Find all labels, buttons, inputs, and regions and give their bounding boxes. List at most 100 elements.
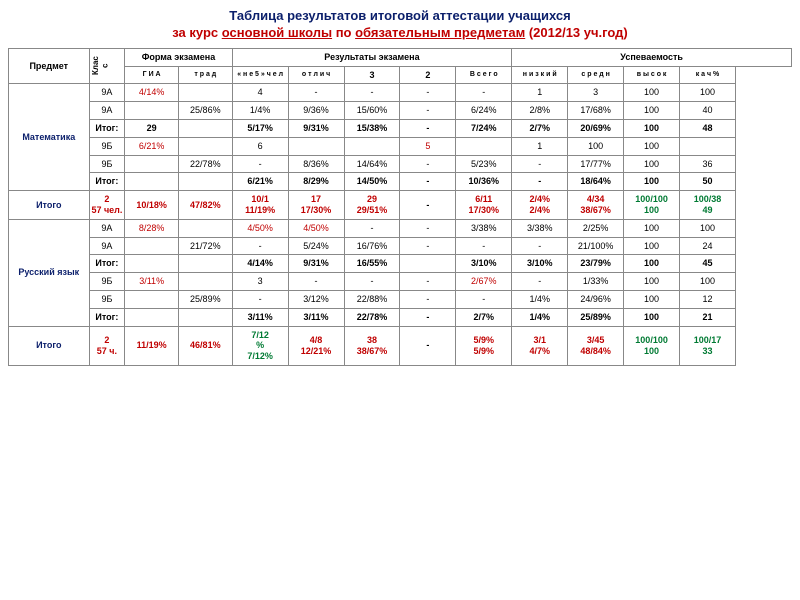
table-cell: 2/4% 2/4% <box>512 191 568 220</box>
hdr-sub4: о т л и ч <box>288 66 344 84</box>
table-cell: 100 <box>624 137 680 155</box>
table-cell: 9Б <box>89 273 125 291</box>
table-cell: 5/24% <box>288 237 344 255</box>
table-cell: 6 <box>232 137 288 155</box>
hdr-sub8: н и з к и й <box>512 66 568 84</box>
table-cell <box>178 273 232 291</box>
table-header: Предмет Класс Форма экзамена Результаты … <box>9 48 792 84</box>
table-cell: 25/89% <box>568 308 624 326</box>
table-cell: - <box>400 191 456 220</box>
table-cell: 17/68% <box>568 102 624 120</box>
table-cell: - <box>512 237 568 255</box>
hdr-sub3: « н е 5 » ч е л <box>232 66 288 84</box>
table-cell: - <box>512 273 568 291</box>
table-cell: - <box>232 155 288 173</box>
table-cell: 6/11 17/30% <box>456 191 512 220</box>
table-cell: 25/86% <box>178 102 232 120</box>
table-cell: 29 29/51% <box>344 191 400 220</box>
table-cell: 5 <box>400 137 456 155</box>
table-cell <box>400 255 456 273</box>
table-cell: 9А <box>89 102 125 120</box>
table-cell: - <box>232 290 288 308</box>
table-row: 9Б25/89%-3/12%22/88%--1/4%24/96%10012 <box>9 290 792 308</box>
table-cell: Итог: <box>89 173 125 191</box>
table-cell: 22/78% <box>344 308 400 326</box>
table-cell: 24/96% <box>568 290 624 308</box>
table-cell: 2 57 чел. <box>89 191 125 220</box>
hdr-sub2: т р а д <box>178 66 232 84</box>
hdr-sub5: 3 <box>344 66 400 84</box>
table-cell: 15/38% <box>344 119 400 137</box>
hdr-results: Результаты экзамена <box>232 48 512 66</box>
table-cell <box>344 137 400 155</box>
table-cell: 4 <box>232 84 288 102</box>
table-cell: 3/10% <box>456 255 512 273</box>
table-cell: 3 <box>232 273 288 291</box>
table-cell: - <box>512 155 568 173</box>
table-cell: 100 <box>624 255 680 273</box>
table-row: Итог:3/11%3/11%22/78%-2/7%1/4%25/89%1002… <box>9 308 792 326</box>
table-cell: 4/14% <box>125 84 179 102</box>
table-cell: 100 <box>680 84 736 102</box>
table-cell: 100 <box>624 219 680 237</box>
table-cell: 6/21% <box>125 137 179 155</box>
table-cell <box>178 119 232 137</box>
table-cell: 40 <box>680 102 736 120</box>
table-cell: 8/28% <box>125 219 179 237</box>
table-cell: Итог: <box>89 308 125 326</box>
table-cell: - <box>400 326 456 365</box>
table-cell: 100/100 100 <box>624 191 680 220</box>
table-cell: - <box>400 273 456 291</box>
table-cell: 4/8 12/21% <box>288 326 344 365</box>
subject-cell: Русский язык <box>9 219 90 326</box>
hdr-sub11: к а ч % <box>680 66 736 84</box>
table-row: Итог:6/21%8/29%14/50%-10/36%-18/64%10050 <box>9 173 792 191</box>
table-cell: 5/23% <box>456 155 512 173</box>
table-cell: 100/100 100 <box>624 326 680 365</box>
page-title: Таблица результатов итоговой аттестации … <box>8 8 792 42</box>
table-cell: 36 <box>680 155 736 173</box>
table-cell: 10/18% <box>125 191 179 220</box>
results-table: Предмет Класс Форма экзамена Результаты … <box>8 48 792 366</box>
table-cell: 100 <box>624 290 680 308</box>
table-cell: 100 <box>624 155 680 173</box>
table-cell: - <box>288 84 344 102</box>
table-cell: 21/72% <box>178 237 232 255</box>
table-cell: 3/1 4/7% <box>512 326 568 365</box>
table-cell: 6/21% <box>232 173 288 191</box>
table-cell: - <box>400 173 456 191</box>
table-cell: 1/4% <box>512 308 568 326</box>
table-cell: 2 57 ч. <box>89 326 125 365</box>
table-cell: 8/36% <box>288 155 344 173</box>
table-cell: 1 <box>512 137 568 155</box>
table-cell: 7/12 % 7/12% <box>232 326 288 365</box>
table-cell: 6/24% <box>456 102 512 120</box>
table-body: Математика9А4/14%4----131001009А25/86%1/… <box>9 84 792 366</box>
table-cell: - <box>400 102 456 120</box>
table-cell: 21/100% <box>568 237 624 255</box>
grand-total-row: Итого2 57 ч.11/19%46/81%7/12 % 7/12%4/8 … <box>9 326 792 365</box>
table-cell: - <box>400 237 456 255</box>
grand-total-row: Итого2 57 чел.10/18%47/82%10/1 11/19%17 … <box>9 191 792 220</box>
table-row: 9Б22/78%-8/36%14/64%-5/23%-17/77%10036 <box>9 155 792 173</box>
table-cell: 4/14% <box>232 255 288 273</box>
table-cell: 4/34 38/67% <box>568 191 624 220</box>
table-cell: - <box>512 173 568 191</box>
table-cell: - <box>400 84 456 102</box>
table-cell: 1/4% <box>512 290 568 308</box>
table-cell: 100 <box>624 119 680 137</box>
table-cell: - <box>456 290 512 308</box>
table-cell: 3/38% <box>456 219 512 237</box>
table-cell: - <box>344 219 400 237</box>
hdr-sub10: в ы с о к <box>624 66 680 84</box>
table-cell <box>178 219 232 237</box>
table-cell: 17 17/30% <box>288 191 344 220</box>
table-cell: 100 <box>680 219 736 237</box>
table-cell: 1/33% <box>568 273 624 291</box>
table-cell: 7/24% <box>456 119 512 137</box>
table-cell: 2/67% <box>456 273 512 291</box>
table-cell: - <box>400 308 456 326</box>
table-cell: 10/1 11/19% <box>232 191 288 220</box>
table-cell: 12 <box>680 290 736 308</box>
table-cell: 9Б <box>89 137 125 155</box>
